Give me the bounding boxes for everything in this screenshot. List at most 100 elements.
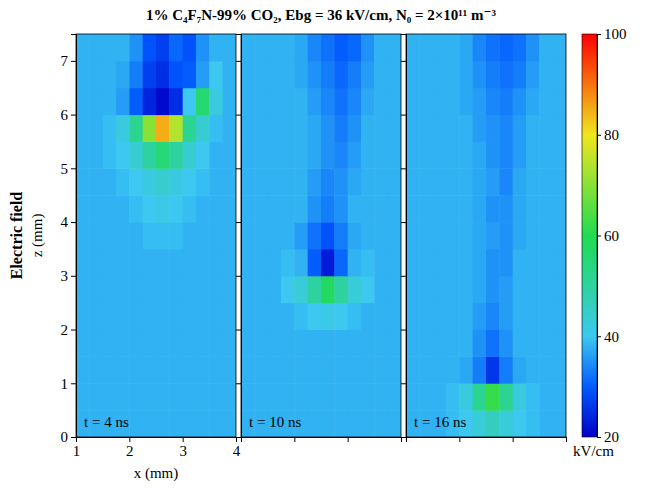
axis-line <box>407 438 567 443</box>
cell <box>321 222 335 249</box>
cell <box>268 330 282 357</box>
cell <box>241 168 255 195</box>
cell <box>486 410 500 437</box>
cell <box>419 34 433 61</box>
cell <box>103 356 117 383</box>
cell <box>486 383 500 410</box>
cell <box>459 141 473 168</box>
cell <box>473 303 487 330</box>
cell <box>183 115 197 142</box>
cell <box>321 303 335 330</box>
cell <box>553 61 566 88</box>
cell <box>459 383 473 410</box>
tick: 0 <box>61 429 77 445</box>
cell <box>129 330 143 357</box>
cell <box>433 195 447 222</box>
cell <box>388 34 401 61</box>
cell <box>361 195 375 222</box>
cell <box>526 356 540 383</box>
cell <box>156 34 170 61</box>
cell <box>419 115 433 142</box>
cell <box>76 303 90 330</box>
cell <box>209 168 223 195</box>
cell <box>361 222 375 249</box>
tick-mark <box>401 330 406 331</box>
cell <box>388 276 401 303</box>
cell <box>459 115 473 142</box>
cell <box>294 34 308 61</box>
tick-mark <box>597 236 601 237</box>
cell <box>361 141 375 168</box>
cell <box>473 383 487 410</box>
tick-mark <box>236 330 241 331</box>
cell <box>143 88 157 115</box>
cell <box>321 356 335 383</box>
cell <box>419 249 433 276</box>
tick-mark <box>129 437 130 442</box>
cell <box>76 61 90 88</box>
cell <box>116 356 130 383</box>
x-axis <box>242 437 402 442</box>
tick-mark <box>71 115 76 116</box>
tick-label: 80 <box>604 127 619 143</box>
cell <box>374 88 388 115</box>
cell <box>361 88 375 115</box>
tick-label: 1 <box>73 443 81 459</box>
cell <box>89 249 103 276</box>
cell <box>281 141 295 168</box>
cell <box>348 249 362 276</box>
cell <box>459 249 473 276</box>
cell <box>196 303 210 330</box>
cell <box>76 330 90 357</box>
cell <box>143 276 157 303</box>
cell <box>388 115 401 142</box>
cell <box>294 195 308 222</box>
cell <box>419 88 433 115</box>
cell <box>321 383 335 410</box>
cell <box>103 249 117 276</box>
cell <box>76 115 90 142</box>
cell <box>281 61 295 88</box>
tick: 6 <box>61 107 77 123</box>
cell <box>334 34 348 61</box>
panel <box>401 34 567 442</box>
cells <box>241 34 401 437</box>
cell <box>334 383 348 410</box>
cell <box>321 34 335 61</box>
cell <box>446 61 460 88</box>
cell <box>526 330 540 357</box>
row-label: Electric field <box>8 192 25 280</box>
tick <box>348 437 349 442</box>
cell <box>254 356 268 383</box>
cell <box>254 195 268 222</box>
cell <box>539 195 553 222</box>
cell <box>223 115 236 142</box>
cell <box>129 88 143 115</box>
cell <box>196 168 210 195</box>
cell <box>156 88 170 115</box>
cell <box>513 195 527 222</box>
cell <box>473 330 487 357</box>
tick-mark <box>294 437 295 442</box>
cell <box>268 276 282 303</box>
cell <box>419 276 433 303</box>
cell <box>254 141 268 168</box>
tick-label: 40 <box>604 329 619 345</box>
cell <box>513 34 527 61</box>
cell <box>473 276 487 303</box>
cell <box>89 222 103 249</box>
tick-mark <box>71 437 76 438</box>
cell <box>223 222 236 249</box>
cell <box>526 303 540 330</box>
cell <box>388 222 401 249</box>
cell <box>241 303 255 330</box>
cell <box>539 34 553 61</box>
cell <box>241 141 255 168</box>
cell <box>553 249 566 276</box>
cell <box>89 168 103 195</box>
colorbar-label: kV/cm <box>573 443 614 459</box>
cell <box>294 61 308 88</box>
tick <box>401 222 406 223</box>
cell <box>209 383 223 410</box>
cell <box>281 356 295 383</box>
